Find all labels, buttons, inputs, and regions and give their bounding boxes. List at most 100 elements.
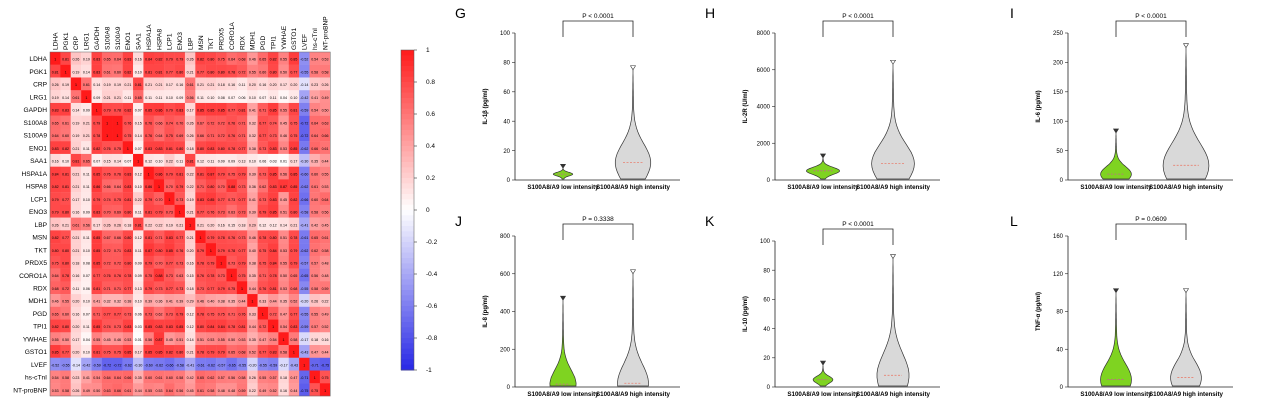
heatmap-cell xyxy=(184,370,196,384)
heatmap-cell-value: 1 xyxy=(148,172,150,176)
heatmap-cell-value: 0.63 xyxy=(176,274,183,278)
heatmap-cell-value: -0.58 xyxy=(300,211,308,215)
heatmap-cell-value: 0.18 xyxy=(72,262,79,266)
heatmap-cell xyxy=(60,243,71,257)
heatmap-cell-value: 0.73 xyxy=(197,287,204,291)
heatmap-cell xyxy=(143,141,154,155)
heatmap-cell-value: 0.11 xyxy=(208,160,215,164)
heatmap-cell xyxy=(112,306,123,320)
heatmap-cell xyxy=(195,319,206,333)
heatmap-cell xyxy=(81,230,92,244)
heatmap-cell-value: 0.20 xyxy=(270,83,277,87)
heatmap-cell-value: 0.26 xyxy=(187,134,194,138)
heatmap-row-label: S100A8 xyxy=(24,120,48,127)
heatmap-cell-value: 0.76 xyxy=(114,172,121,176)
heatmap-cell xyxy=(122,204,134,218)
heatmap-cell-value: 0.65 xyxy=(290,274,297,278)
heatmap-cell xyxy=(236,204,248,218)
heatmap-col-label: PGD xyxy=(260,35,267,50)
heatmap-cell-value: 0.26 xyxy=(52,223,59,227)
heatmap-cell xyxy=(299,153,310,167)
panel-letter: K xyxy=(705,213,715,229)
heatmap-cell xyxy=(236,383,248,397)
heatmap-cell xyxy=(205,306,217,320)
heatmap-cell xyxy=(319,77,331,91)
heatmap-cell-value: 0.83 xyxy=(62,109,69,113)
heatmap-cell-value: -0.30 xyxy=(300,160,308,164)
heatmap-cell-value: 0.84 xyxy=(270,262,277,266)
heatmap-cell-value: 0.32 xyxy=(249,121,256,125)
heatmap-cell-value: 0.60 xyxy=(145,376,152,380)
y-tick-label: 40 xyxy=(503,119,510,125)
heatmap-cell-value: -0.55 xyxy=(300,70,308,74)
heatmap-cell xyxy=(309,179,321,193)
heatmap-cell-value: 0.73 xyxy=(259,147,266,151)
heatmap-cell xyxy=(70,64,82,78)
violin-shape xyxy=(1100,133,1132,180)
heatmap-cell-value: 0.88 xyxy=(228,185,235,189)
heatmap-cell-value: 0.74 xyxy=(166,121,173,125)
heatmap-cell-value: 0.39 xyxy=(249,172,256,176)
heatmap-cell xyxy=(267,115,279,129)
heatmap-cell-value: 1 xyxy=(168,198,170,202)
heatmap-cell xyxy=(174,166,186,180)
heatmap-cell xyxy=(205,166,217,180)
heatmap-cell xyxy=(133,102,144,116)
heatmap-cell xyxy=(319,383,331,397)
heatmap-cell xyxy=(91,153,103,167)
heatmap-cell xyxy=(247,370,258,384)
heatmap-cell xyxy=(50,332,61,346)
heatmap-cell-value: 0.21 xyxy=(197,223,204,227)
heatmap-cell-value: 0.79 xyxy=(239,262,246,266)
heatmap-cell xyxy=(184,90,196,104)
heatmap-cell xyxy=(143,128,154,142)
heatmap-cell xyxy=(133,357,144,371)
heatmap-cell-value: 0.77 xyxy=(114,312,121,316)
heatmap-cell-value: 0.73 xyxy=(228,198,235,202)
heatmap-cell-value: 0.22 xyxy=(322,300,329,304)
heatmap-cell-value: 0.36 xyxy=(249,185,256,189)
heatmap-cell-value: 0.66 xyxy=(155,121,162,125)
heatmap-cell xyxy=(164,153,175,167)
heatmap-cell xyxy=(153,217,165,231)
heatmap-cell-value: 0.14 xyxy=(62,96,69,100)
heatmap-cell-value: 0.79 xyxy=(176,312,183,316)
heatmap-cell-value: 0.73 xyxy=(270,134,277,138)
colorbar-tick-label: 1 xyxy=(426,47,430,54)
colorbar-segment xyxy=(401,220,414,227)
heatmap-cell-value: 0.73 xyxy=(166,211,173,215)
heatmap-cell xyxy=(309,204,321,218)
heatmap-cell-value: 0.10 xyxy=(83,300,90,304)
heatmap-cell-value: 0.82 xyxy=(155,58,162,62)
heatmap-cell-value: 0.12 xyxy=(135,236,142,240)
heatmap-cell-value: -0.55 xyxy=(61,363,69,367)
heatmap-cell-value: 0.77 xyxy=(166,70,173,74)
y-tick-label: 100 xyxy=(500,31,511,37)
heatmap-cell xyxy=(60,332,71,346)
heatmap-cell xyxy=(60,128,71,142)
colorbar-segment xyxy=(401,114,414,120)
heatmap-cell xyxy=(299,230,310,244)
heatmap-cell-value: 0.18 xyxy=(280,376,287,380)
heatmap-cell-value: -0.43 xyxy=(290,363,298,367)
heatmap-cell-value: 0.78 xyxy=(290,236,297,240)
heatmap-cell xyxy=(91,268,103,282)
heatmap-cell xyxy=(319,255,331,269)
heatmap-cell xyxy=(50,383,61,397)
heatmap-cell-value: 0.75 xyxy=(259,249,266,253)
heatmap-cell-value: 0.79 xyxy=(166,172,173,176)
heatmap-col-label: ENO1 xyxy=(125,32,132,50)
heatmap-cell xyxy=(143,166,154,180)
heatmap-cell xyxy=(205,179,217,193)
heatmap-cell-value: 0.73 xyxy=(218,211,225,215)
heatmap-cell xyxy=(112,64,123,78)
heatmap-cell xyxy=(278,204,289,218)
heatmap-cell xyxy=(91,370,103,384)
heatmap-cell xyxy=(70,204,82,218)
heatmap-cell xyxy=(70,306,82,320)
heatmap-cell-value: -0.20 xyxy=(300,300,308,304)
heatmap-cell xyxy=(288,90,300,104)
heatmap-cell-value: 0.22 xyxy=(187,172,194,176)
heatmap-cell xyxy=(226,179,238,193)
